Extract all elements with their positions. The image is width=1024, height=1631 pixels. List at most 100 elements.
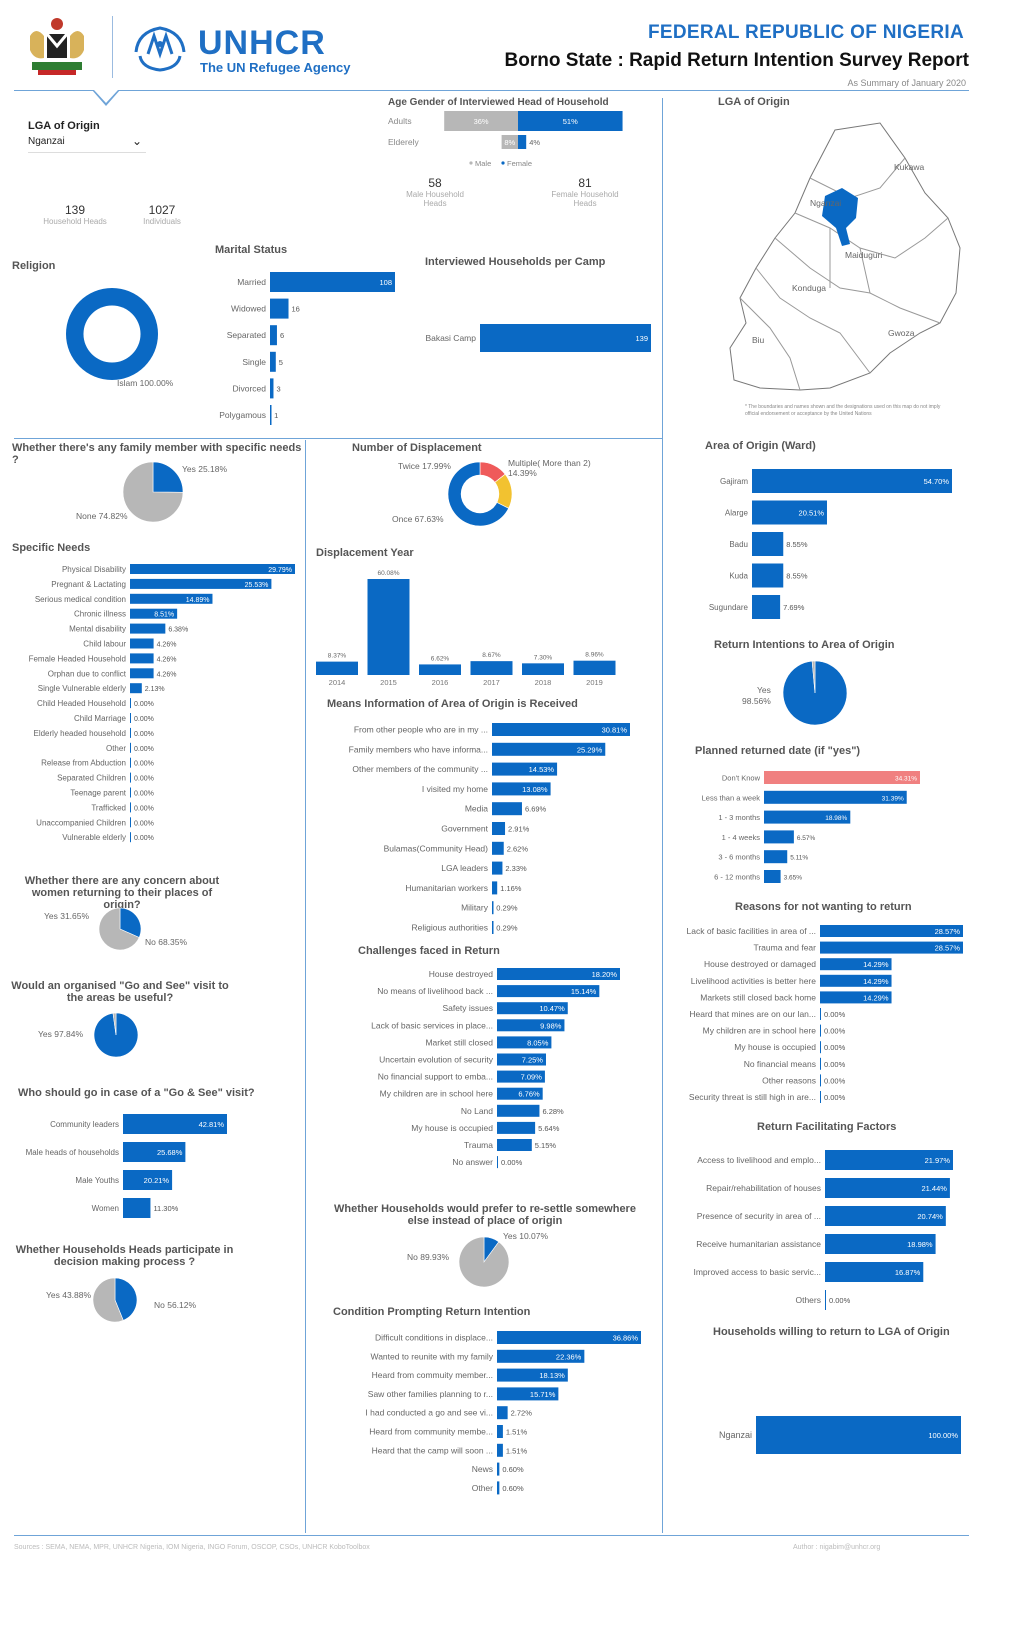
bar <box>130 802 131 813</box>
bar <box>270 378 274 399</box>
bar <box>497 1019 565 1032</box>
bar <box>130 593 213 604</box>
bar <box>752 563 784 588</box>
data-label: 0.00% <box>134 835 154 842</box>
bar-category-label: Bakasi Camp <box>425 333 476 343</box>
bar <box>130 608 178 619</box>
bar <box>492 901 494 915</box>
pie-label: No 89.93% <box>407 1252 449 1262</box>
bar-category-label: Military <box>461 903 489 913</box>
bar <box>497 1139 532 1151</box>
data-label: 10.47% <box>539 1004 565 1013</box>
data-label: 18.98% <box>825 815 847 822</box>
data-label: 31.39% <box>882 795 904 802</box>
data-label: 8.96% <box>585 652 604 659</box>
bar-category-label: No answer <box>452 1157 493 1167</box>
bar <box>825 1178 950 1198</box>
pie-label: No 68.35% <box>145 937 187 947</box>
age-gender-title: Age Gender of Interviewed Head of Househ… <box>388 97 609 108</box>
bar-category-label: Other <box>106 744 126 753</box>
tick-label: 2014 <box>329 678 346 687</box>
map-title: LGA of Origin <box>718 96 790 108</box>
bar <box>764 830 794 844</box>
data-label: 4.26% <box>157 671 177 678</box>
facilitating-title: Return Facilitating Factors <box>757 1121 897 1133</box>
bar <box>825 1234 936 1254</box>
data-label: 4% <box>529 138 540 147</box>
data-label: 0.00% <box>134 731 154 738</box>
bar <box>123 1114 227 1134</box>
map-label-maiduguri: Maiduguri <box>845 250 883 260</box>
bar-category-label: No financial support to emba... <box>378 1072 493 1082</box>
data-label: 5.15% <box>535 1141 557 1150</box>
concern-women-chart: Yes 31.65% No 68.35% <box>44 907 187 951</box>
data-label: 21.97% <box>925 1156 951 1165</box>
bar <box>270 325 277 346</box>
data-label: 36% <box>474 117 489 126</box>
data-label: 2.33% <box>505 864 527 873</box>
data-label: 20.21% <box>144 1176 170 1185</box>
bar-category-label: I visited my home <box>422 784 488 794</box>
data-label: 54.70% <box>924 477 950 486</box>
bar <box>820 1074 821 1087</box>
means-info-title: Means Information of Area of Origin is R… <box>327 698 578 710</box>
data-label: 6.76% <box>518 1090 540 1099</box>
page-title: FEDERAL REPUBLIC OF NIGERIA <box>648 22 964 43</box>
bar-category-label: Trafficked <box>91 803 126 812</box>
bar-category-label: 6 - 12 months <box>714 873 760 882</box>
data-label: 22.36% <box>556 1352 582 1361</box>
data-label: 0.00% <box>134 776 154 783</box>
data-label: 100.00% <box>928 1431 958 1440</box>
data-label: 0.60% <box>502 1465 524 1474</box>
bar <box>497 1121 536 1134</box>
bar-category-label: Heard from commuity member... <box>372 1370 493 1380</box>
reasons-not-chart: Lack of basic facilities in area of ... 2… <box>687 925 963 1103</box>
concern-women-title: Whether there are any concern about wome… <box>24 875 220 911</box>
pie-label: Twice 17.99% <box>398 461 451 471</box>
bar-category-label: No Land <box>461 1106 493 1116</box>
bar-category-label: Male heads of households <box>26 1148 119 1157</box>
data-label: 11.30% <box>153 1204 178 1213</box>
bar <box>130 772 131 783</box>
bar-category-label: Media <box>465 804 488 814</box>
challenges-chart: House destroyed 18.20% No means of livelih… <box>371 968 620 1169</box>
condition-chart: Difficult conditions in displace... 36.86… <box>365 1331 641 1495</box>
data-label: 28.57% <box>935 927 961 936</box>
data-label: 0.00% <box>829 1296 851 1305</box>
bar-category-label: Other members of the community ... <box>352 764 488 774</box>
bar-category-label: 1 - 4 weeks <box>722 833 761 842</box>
data-label: 7.69% <box>783 603 805 612</box>
specific-needs-yes-chart: Yes 25.18% None 74.82% <box>76 461 227 523</box>
resettle-chart: Yes 10.07% No 89.93% <box>407 1231 548 1288</box>
bar-category-label: Physical Disability <box>62 565 126 574</box>
data-label: 7.25% <box>522 1056 544 1065</box>
borno-map <box>729 122 961 391</box>
bar <box>820 991 892 1004</box>
bar-category-label: Female Headed Household <box>29 654 126 663</box>
data-label: 0.00% <box>134 701 154 708</box>
bar <box>820 941 963 954</box>
data-label: 29.79% <box>268 567 292 574</box>
bar-category-label: Separated Children <box>57 774 126 783</box>
pie-label: Islam 100.00% <box>117 378 174 388</box>
age-gender-chart: Adults 36% 51% Elderely 8% 4% Male Female <box>388 111 623 168</box>
data-label: 18.20% <box>592 970 618 979</box>
bar <box>419 664 461 675</box>
bar-category-label: Trauma <box>464 1140 493 1150</box>
column-divider <box>662 98 663 1533</box>
bar-category-label: House destroyed <box>429 969 494 979</box>
data-label: 6 <box>280 331 284 340</box>
data-label: 1 <box>274 411 278 420</box>
displacement-num-title: Number of Displacement <box>352 442 482 454</box>
lga-dropdown[interactable]: Nganzai ⌄ <box>28 134 146 153</box>
bar <box>522 663 564 675</box>
kpi-label: Household Heads <box>43 217 107 226</box>
bar-category-label: Safety issues <box>442 1003 493 1013</box>
data-label: 4.26% <box>157 656 177 663</box>
data-label: 21.44% <box>921 1184 947 1193</box>
pie-slice <box>811 660 816 694</box>
specific-needs-title: Specific Needs <box>12 542 91 554</box>
marital-title: Marital Status <box>215 244 288 256</box>
bar <box>130 698 131 709</box>
lga-filter-label: LGA of Origin <box>28 120 100 132</box>
